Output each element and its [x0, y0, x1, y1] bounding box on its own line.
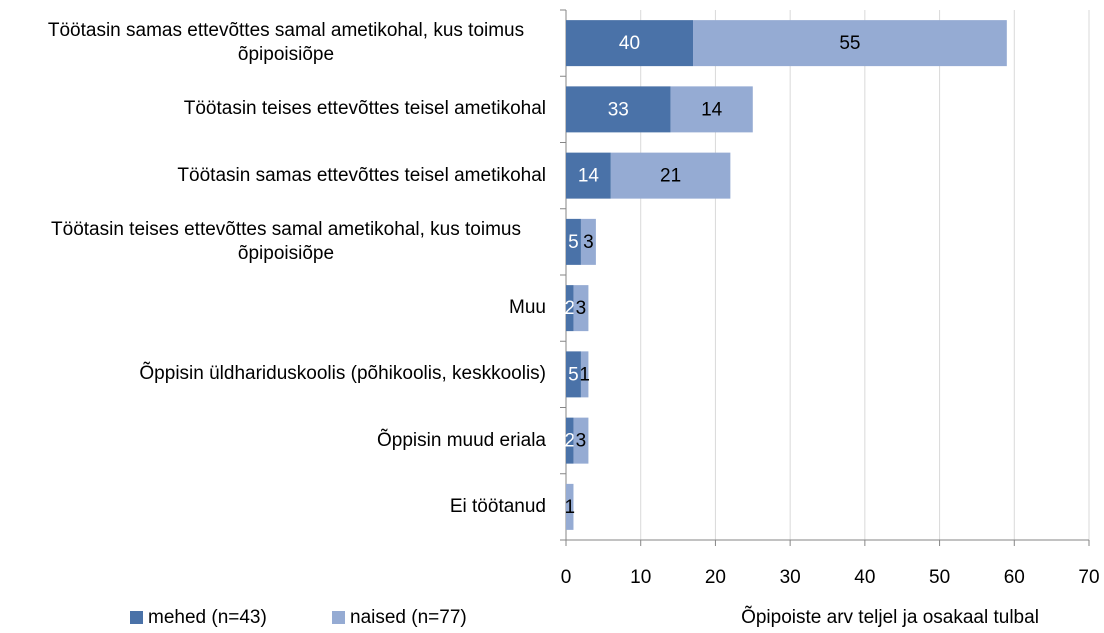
data-label: 5 [568, 364, 579, 385]
bar-segment [566, 152, 611, 199]
x-axis-title: Õpipoiste arv teljel ja osakaal tulbal [741, 606, 1039, 628]
bar-segment [693, 20, 1007, 67]
data-label: 14 [701, 99, 723, 120]
x-tick-label: 30 [780, 567, 801, 588]
category-text: Muu [509, 297, 546, 319]
legend-swatch [332, 611, 345, 624]
category-text: Ei töötanud [449, 495, 546, 517]
bar-segment [566, 218, 581, 265]
x-tick-label: 70 [1078, 567, 1099, 588]
y-tick-label: Töötasin teises ettevõttes samal ametiko… [26, 218, 546, 266]
legend-label: mehed (n=43) [148, 607, 267, 628]
data-label: 3 [576, 431, 587, 452]
data-label: 14 [578, 166, 600, 187]
y-tick-label: Muu [26, 296, 546, 320]
bar-segment [566, 483, 574, 530]
category-text: Töötasin samas ettevõttes samal ametikoh… [47, 20, 525, 66]
category-text: Töötasin samas ettevõttes teisel ametiko… [177, 164, 546, 186]
legend-label: naised (n=77) [350, 607, 467, 628]
data-label: 1 [579, 364, 590, 385]
y-tick-label: Õppisin muud eriala [26, 429, 546, 453]
x-tick-label: 20 [705, 567, 726, 588]
data-label: 55 [839, 33, 860, 54]
data-label: 1 [564, 497, 575, 518]
category-text: Töötasin teises ettevõttes samal ametiko… [51, 218, 521, 264]
data-label: 21 [660, 166, 681, 187]
data-label: 33 [608, 99, 629, 120]
bar-segment [566, 285, 574, 332]
data-label: 3 [583, 232, 594, 253]
category-text: Õppisin muud eriala [377, 429, 546, 451]
bar-segment [580, 218, 596, 265]
data-label: 3 [576, 298, 587, 319]
bar-segment [566, 351, 581, 398]
legend-swatch [130, 611, 143, 624]
data-label: 40 [619, 33, 640, 54]
bar-segment [670, 86, 753, 133]
x-tick-label: 40 [854, 567, 875, 588]
y-tick-label: Ei töötanud [26, 495, 546, 519]
bar-segment [566, 20, 694, 67]
data-label: 2 [564, 298, 575, 319]
bar-segment [580, 351, 589, 398]
bar-segment [566, 417, 574, 464]
category-text: Õppisin üldhariduskoolis (põhikoolis, ke… [139, 363, 546, 385]
y-tick-label: Töötasin samas ettevõttes samal ametikoh… [26, 19, 546, 67]
y-tick-label: Töötasin teises ettevõttes teisel ametik… [26, 97, 546, 121]
category-text: Töötasin teises ettevõttes teisel ametik… [183, 98, 546, 120]
bar-segment [573, 285, 589, 332]
x-tick-label: 60 [1004, 567, 1025, 588]
y-tick-label: Õppisin üldhariduskoolis (põhikoolis, ke… [26, 362, 546, 386]
bar-segment [573, 417, 589, 464]
bar-segment [566, 86, 671, 133]
x-tick-label: 0 [561, 567, 572, 588]
x-tick-label: 10 [630, 567, 651, 588]
data-label: 2 [564, 431, 575, 452]
bar-segment [610, 152, 731, 199]
y-tick-label: Töötasin samas ettevõttes teisel ametiko… [26, 164, 546, 188]
x-tick-label: 50 [929, 567, 950, 588]
data-label: 5 [568, 232, 579, 253]
